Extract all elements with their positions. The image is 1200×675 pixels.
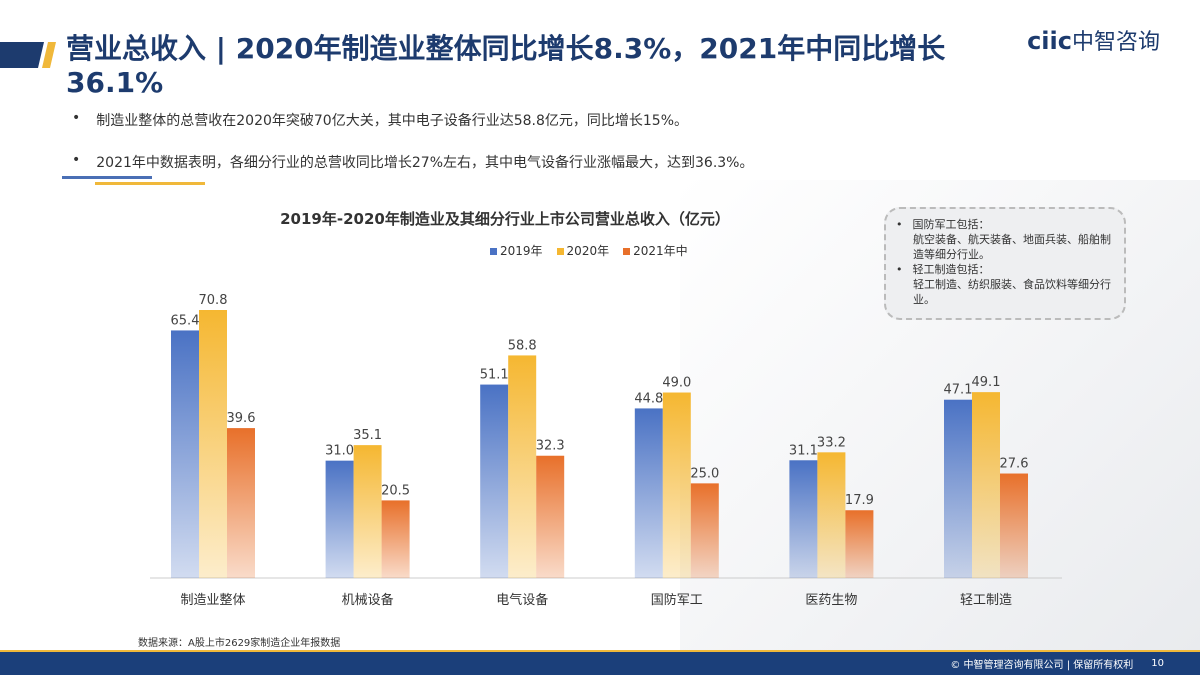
bar [325,460,354,578]
legend-item: 2020年 [556,242,609,259]
data-label: 20.5 [381,483,410,498]
bar [381,500,410,578]
data-label: 49.1 [972,375,1001,390]
x-tick-label: 机械设备 [342,592,394,608]
data-label: 51.1 [480,368,509,383]
data-label: 33.2 [817,435,846,450]
bullet-list: • 制造业整体的总营收在2020年突破70亿大关，其中电子设备行业达58.8亿元，… [72,110,753,194]
bar [634,408,663,578]
bar [199,310,227,578]
x-tick-label: 国防军工 [651,592,703,608]
data-label: 70.8 [199,293,228,308]
bar [690,483,719,578]
bar [817,452,846,578]
divider [62,176,152,179]
bar [353,445,382,578]
data-label: 39.6 [227,411,256,426]
data-label: 65.4 [171,313,200,328]
data-label: 25.0 [690,466,719,481]
data-label: 35.1 [353,428,382,443]
divider [95,182,205,185]
data-label: 31.1 [789,443,818,458]
chart-title: 2019年-2020年制造业及其细分行业上市公司营业总收入（亿元） [280,210,730,228]
x-tick-label: 轻工制造 [960,593,1012,608]
bar [536,455,565,578]
bar [508,355,537,578]
bar [845,510,874,578]
x-tick-label: 制造业整体 [180,593,245,608]
copyright: © 中智管理咨询有限公司 | 保留所有权利 [950,660,1134,671]
logo: ciic中智咨询 [1027,27,1160,55]
bar [480,384,509,578]
bar [944,399,972,578]
bar [972,392,1000,578]
bar [1000,473,1028,578]
data-label: 58.8 [508,338,537,353]
x-tick-label: 电气设备 [496,592,548,608]
footer-bar: © 中智管理咨询有限公司 | 保留所有权利 10 [0,650,1200,675]
data-label: 47.1 [944,383,973,398]
bar [227,428,255,578]
data-source: 数据来源：A股上市2629家制造企业年报数据 [138,638,341,649]
legend-item: 2021年中 [623,242,688,259]
data-label: 27.6 [1000,457,1029,472]
bullet-item: • 2021年中数据表明，各细分行业的总营收同比增长27%左右，其中电气设备行业涨… [72,152,754,171]
x-tick-label: 医药生物 [805,593,857,608]
page-number: 10 [1151,658,1164,669]
bar [789,460,818,578]
page-title: 营业总收入 | 2020年制造业整体同比增长8.3%，2021年中同比增长36.… [66,32,946,99]
data-label: 32.3 [536,439,565,454]
bar [662,392,691,578]
chart-legend: 2019年 2020年 2021年中 [490,242,688,259]
bullet-item: • 制造业整体的总营收在2020年突破70亿大关，其中电子设备行业达58.8亿元，… [72,110,688,129]
data-label: 44.8 [634,391,663,406]
legend-item: 2019年 [490,242,543,259]
bar [171,330,199,578]
data-label: 49.0 [662,376,691,391]
title-accent-icon [0,42,56,68]
data-label: 17.9 [845,493,874,508]
data-label: 31.0 [325,444,354,459]
note-box: • 国防军工包括： 航空装备、航天装备、地面兵装、船舶制造等细分行业。 • 轻工制造… [884,207,1126,320]
